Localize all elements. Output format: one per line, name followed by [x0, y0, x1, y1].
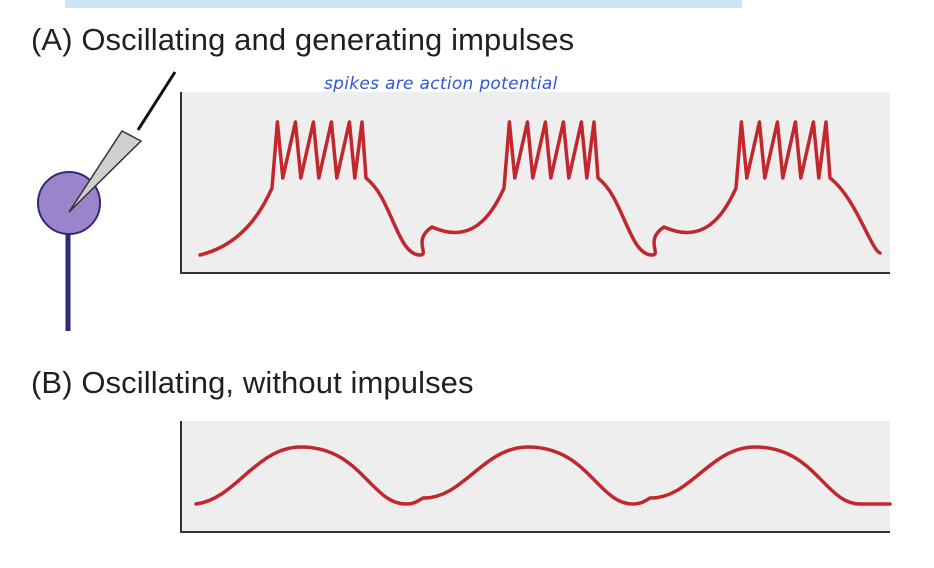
electrode-wire	[136, 71, 177, 131]
panel-b-axes	[180, 421, 890, 533]
panel-a-voltage-trace	[198, 120, 882, 257]
panel-a-plot	[180, 92, 890, 274]
panel-b-plot	[180, 421, 892, 533]
panel-a-axes	[180, 92, 890, 274]
panel-b-title: (B) Oscillating, without impulses	[31, 365, 474, 400]
highlight-bar	[65, 0, 742, 8]
recording-electrode-icon	[68, 130, 143, 213]
neuron-with-electrode	[37, 71, 177, 331]
panel-b-plot-background	[181, 421, 890, 532]
panel-a-title: (A) Oscillating and generating impulses	[31, 22, 575, 57]
panel-a-plot-background	[181, 92, 890, 273]
handwritten-annotation: spikes are action potential	[324, 74, 558, 94]
panel-b-voltage-trace	[194, 445, 892, 506]
